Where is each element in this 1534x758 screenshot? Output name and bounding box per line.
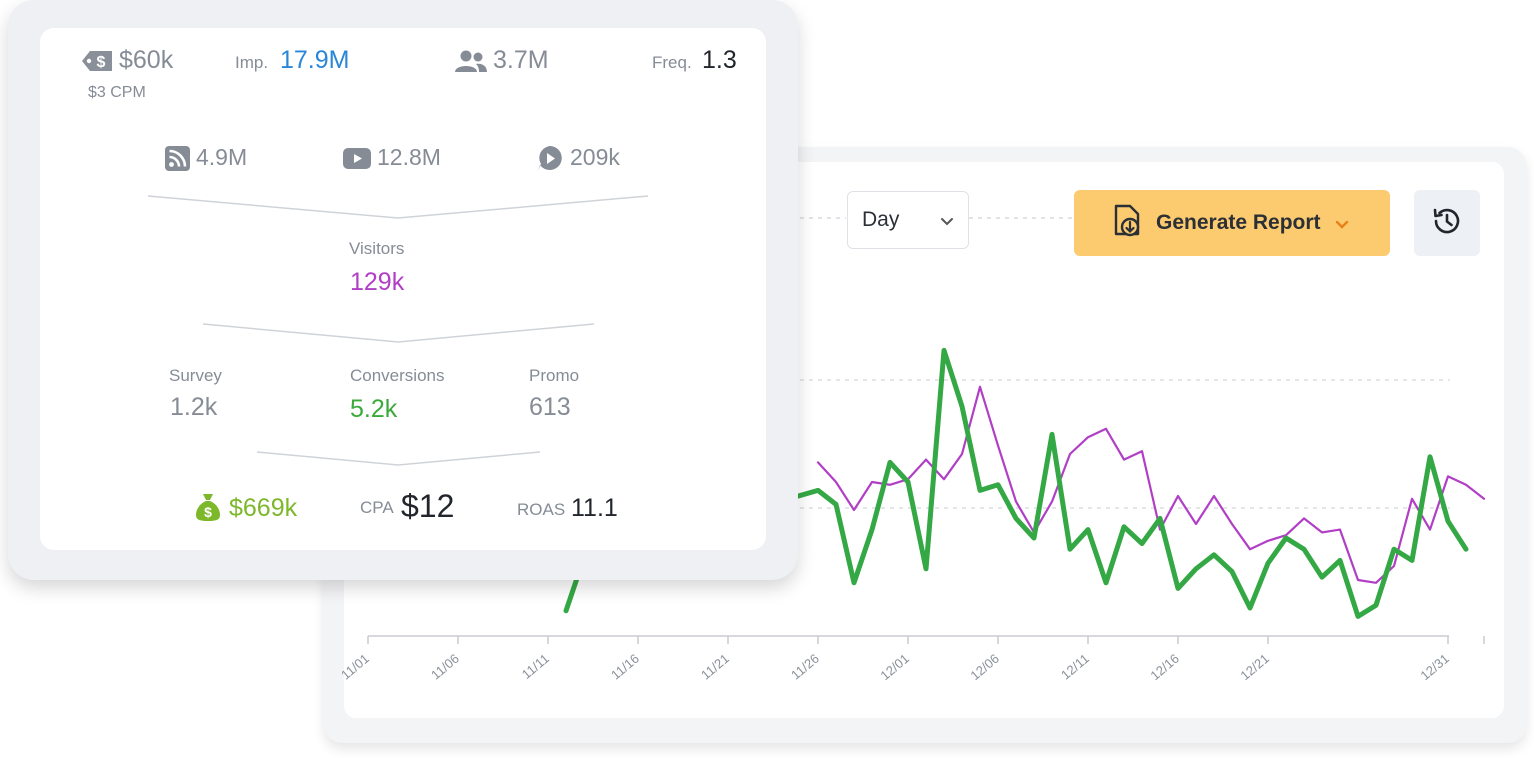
x-tick-label: 12/16 [1147,651,1182,683]
play-icon [537,145,563,177]
channel-rss-value: 4.9M [196,144,248,170]
series-line-purple [816,385,1486,584]
x-tick-label: 11/01 [338,651,372,683]
conversions-label: Conversions [350,366,445,385]
survey-label: Survey [169,366,222,385]
visitors-label: Visitors [349,239,405,258]
interval-select[interactable]: Day [847,191,969,249]
funnel-lines [147,195,649,466]
promo-label: Promo [529,366,580,385]
spend-value: $60k [119,46,174,74]
interval-select-value: Day [862,208,900,231]
frequency-value: 1.3 [702,46,737,74]
history-icon [1430,204,1464,243]
impressions-label: Imp. [235,53,269,72]
x-tick-label: 11/16 [608,651,642,683]
rss-icon [165,146,190,176]
x-tick-label: 11/11 [519,651,552,682]
x-tick-label: 11/21 [698,651,732,683]
x-tick-label: 12/11 [1058,651,1092,683]
stats-panel [40,28,766,550]
x-tick-label: 11/26 [788,651,822,683]
caret-down-icon [1335,211,1349,235]
revenue-value: $669k [229,494,298,522]
x-tick-label: 12/06 [967,651,1002,683]
chevron-down-icon [940,208,954,232]
visitors-value: 129k [350,268,405,296]
svg-text:$: $ [204,504,212,520]
history-button[interactable] [1414,190,1480,256]
roas-value: 11.1 [571,494,618,522]
cpa-label: CPA [360,498,394,517]
x-tick-label: 12/21 [1237,651,1272,683]
money-bag-icon: $ [195,492,221,527]
series-line-green [563,347,1469,619]
video-icon [343,148,371,174]
generate-report-button[interactable]: Generate Report [1074,190,1390,256]
users-icon [454,49,488,78]
cpm-value: $3 CPM [88,84,146,101]
impressions-value: 17.9M [280,46,350,74]
svg-text:$: $ [97,54,106,71]
reach-value: 3.7M [493,46,549,74]
conversions-value: 5.2k [350,395,398,423]
survey-value: 1.2k [170,393,218,421]
x-tick-label: 11/06 [428,651,462,683]
x-tick-label: 12/31 [1417,651,1452,683]
price-tag-dollar-icon: $ [80,48,114,79]
promo-value: 613 [529,393,571,421]
channel-play-value: 209k [570,144,620,170]
cpa-value: $12 [401,488,455,524]
x-tick-label: 12/01 [877,651,912,683]
file-download-icon [1110,202,1144,244]
channel-video-value: 12.8M [377,144,441,170]
frequency-label: Freq. [652,53,692,72]
generate-report-label: Generate Report [1156,211,1321,234]
roas-label: ROAS [517,500,566,519]
